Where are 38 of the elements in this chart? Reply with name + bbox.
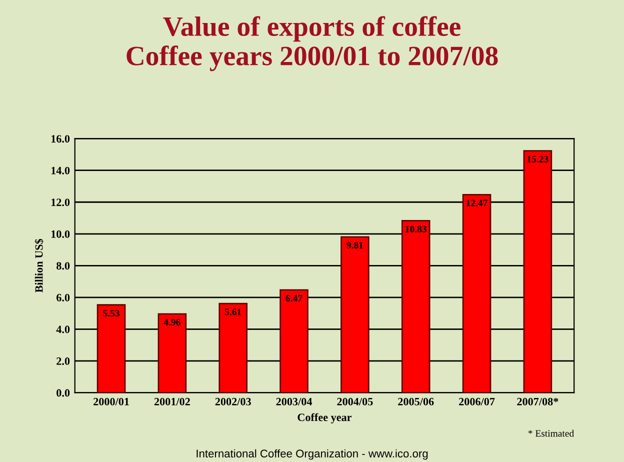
x-axis-title: Coffee year bbox=[298, 413, 352, 424]
y-axis-title: Billion US$ bbox=[34, 238, 44, 292]
x-tick-label: 2005/06 bbox=[398, 398, 434, 406]
y-tick-label: 8.0 bbox=[56, 262, 70, 270]
x-tick-label: 2007/08* bbox=[517, 398, 558, 406]
text: * Estimated bbox=[528, 430, 574, 437]
text: International Coffee Organization - www.ico.org bbox=[196, 449, 428, 460]
bar bbox=[401, 220, 430, 393]
bar bbox=[280, 289, 308, 393]
y-tick-label: 0.0 bbox=[56, 389, 70, 397]
data-label: 5.61 bbox=[224, 308, 242, 316]
bar bbox=[340, 236, 370, 393]
data-label: 9.81 bbox=[346, 242, 363, 249]
bar bbox=[523, 150, 552, 393]
y-tick-label: 16.0 bbox=[51, 135, 70, 143]
y-tick-label: 6.0 bbox=[56, 294, 70, 302]
data-label: 4.96 bbox=[164, 319, 180, 326]
data-label: 12.47 bbox=[466, 200, 488, 206]
x-tick-label: 2003/04 bbox=[276, 398, 312, 406]
y-tick-label: 2.0 bbox=[56, 357, 70, 365]
bar bbox=[218, 302, 248, 393]
data-label: 5.53 bbox=[103, 310, 120, 317]
data-label: 10.83 bbox=[406, 226, 426, 232]
y-tick-label: 10.0 bbox=[51, 230, 70, 238]
x-tick-label: 2000/01 bbox=[94, 398, 129, 406]
y-tick-label: 14.0 bbox=[51, 166, 70, 174]
x-tick-label: 2006/07 bbox=[459, 398, 495, 406]
y-tick-label: 4.0 bbox=[56, 326, 70, 334]
bar bbox=[96, 304, 126, 393]
x-tick-label: 2004/05 bbox=[337, 398, 373, 406]
data-label: 6.47 bbox=[286, 295, 302, 302]
bar bbox=[158, 313, 187, 393]
x-tick-label: 2001/02 bbox=[154, 398, 190, 406]
bar bbox=[462, 194, 492, 393]
chart-title: Value of exports of coffee Coffee years 2000/01 to 2007/08 bbox=[126, 16, 498, 72]
y-tick-label: 12.0 bbox=[51, 198, 70, 206]
x-tick-label: 2002/03 bbox=[215, 398, 251, 406]
data-label: 15.23 bbox=[528, 156, 548, 162]
